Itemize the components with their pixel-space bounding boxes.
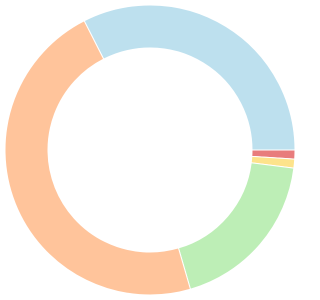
slice	[177, 162, 295, 290]
slice	[4, 20, 192, 296]
chart	[4, 4, 296, 296]
slice	[83, 4, 296, 151]
